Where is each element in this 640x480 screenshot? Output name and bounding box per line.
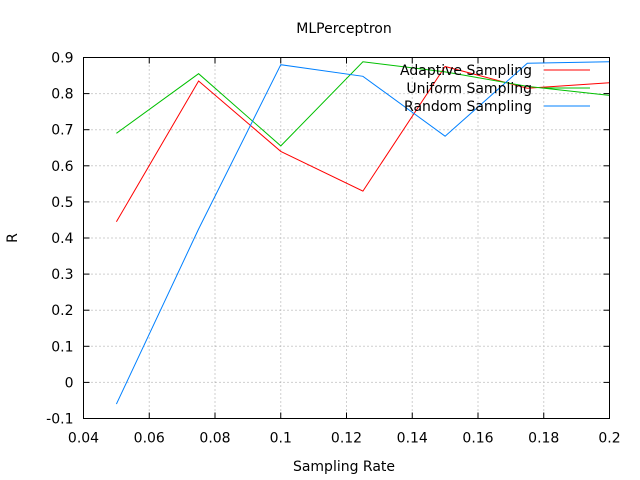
axis-ticks: 0.04 0.06 0.08 0.1 0.12 0.14 0.16 0.18 0.2 0.9 0.8… — [46, 51, 620, 447]
y-tick-label: 0.8 — [51, 87, 73, 103]
x-tick-label: 0.18 — [528, 431, 559, 447]
x-tick-label: 0.2 — [598, 431, 620, 447]
x-tick-label: 0.14 — [397, 431, 428, 447]
y-tick-label: 0 — [65, 375, 74, 391]
series-line-random-sampling — [115, 61, 610, 405]
y-tick-label: 0.3 — [51, 267, 73, 283]
x-axis-label: Sampling Rate — [293, 459, 395, 475]
x-tick-label: 0.16 — [462, 431, 493, 447]
x-tick-label: 0.12 — [331, 431, 362, 447]
y-tick-label: -0.1 — [46, 412, 73, 428]
series-line-adaptive-sampling — [115, 65, 610, 223]
x-tick-label: 0.06 — [134, 431, 165, 447]
chart-title: MLPerceptron — [296, 21, 391, 37]
x-tick-label: 0.1 — [270, 431, 292, 447]
y-tick-label: 0.7 — [51, 123, 73, 139]
grid — [83, 57, 610, 419]
legend-label-adaptive-sampling: Adaptive Sampling — [400, 63, 532, 79]
y-tick-label: 0.6 — [51, 159, 73, 175]
series-line-uniform-sampling — [116, 61, 610, 147]
y-tick-label: 0.4 — [51, 231, 73, 247]
y-tick-label: 0.9 — [51, 51, 73, 67]
legend: Adaptive Sampling Uniform Sampling Random … — [400, 63, 590, 115]
x-tick-label: 0.08 — [199, 431, 230, 447]
x-tick-label: 0.04 — [68, 431, 99, 447]
y-axis-label: R — [5, 233, 21, 243]
legend-label-uniform-sampling: Uniform Sampling — [406, 81, 532, 97]
y-tick-label: 0.2 — [51, 303, 73, 319]
y-tick-label: 0.1 — [51, 339, 73, 355]
plot-frame — [83, 57, 610, 419]
legend-label-random-sampling: Random Sampling — [404, 99, 532, 115]
plot-series — [115, 61, 610, 405]
y-tick-label: 0.5 — [51, 195, 73, 211]
